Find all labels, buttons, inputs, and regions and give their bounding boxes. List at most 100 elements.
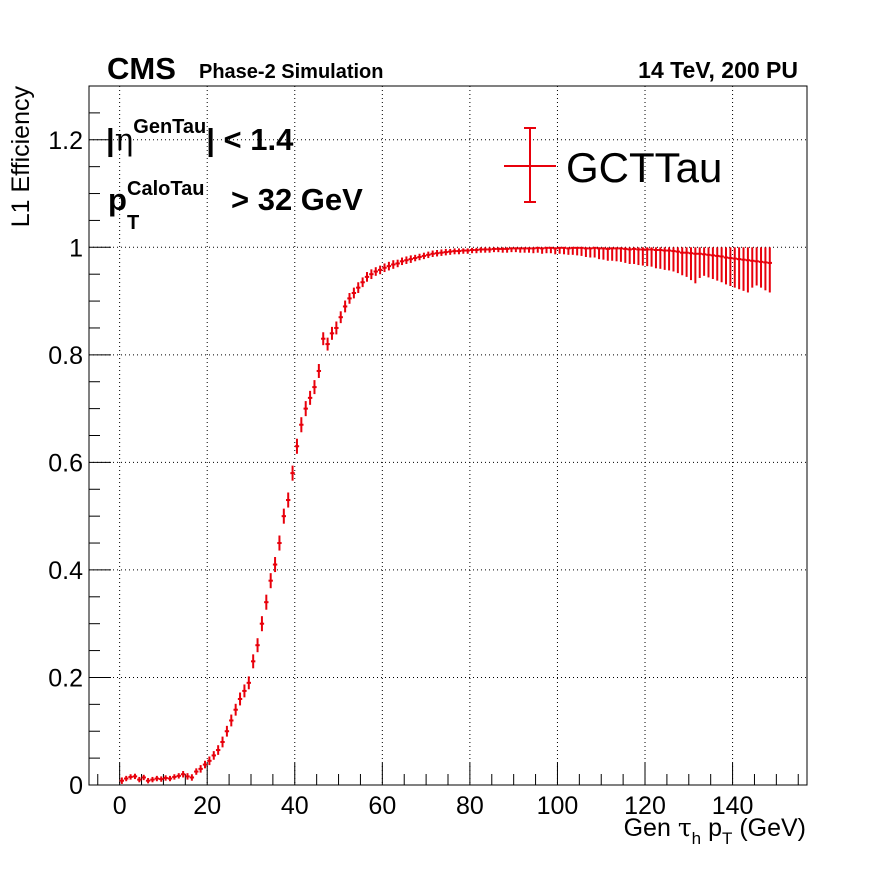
data-point [614,247,619,262]
y-tick-label: 1.2 [48,127,83,155]
data-point [277,535,282,551]
data-point [487,247,492,253]
data-point [132,773,138,780]
x-axis-label-h: h [692,829,701,848]
data-point [645,247,650,267]
data-point [465,248,470,254]
data-point [434,249,440,257]
data-point [469,247,475,254]
data-point [758,247,764,288]
data-point [325,337,330,351]
data-point [680,247,685,276]
tick-layer: 0 20 40 60 80 100 120 140 0 0.2 0.4 0.6 0.8 1 1.2 [48,85,799,820]
data-point [329,326,335,340]
data-point [557,246,562,254]
y-tick-label: 0.8 [48,342,83,370]
data-point [715,247,720,281]
data-point [483,247,488,253]
data-point [732,247,737,288]
data-point [697,247,702,278]
data-point [224,725,230,737]
data-point [137,776,142,783]
data-point [391,260,396,269]
data-point [198,765,203,773]
data-point [150,776,155,783]
data-point [194,768,199,775]
eta-cut-label: |ηGenTau| < 1.4 [106,116,294,158]
data-point [452,248,457,255]
data-point [386,261,392,271]
data-point [767,247,772,293]
eta-suffix: | < 1.4 [206,122,294,157]
data-point [583,247,589,257]
data-point [351,287,357,299]
data-point [154,775,160,782]
x-axis-label-unit: (GeV) [732,814,806,842]
x-tick-label: 0 [113,792,127,820]
data-layer [119,246,772,784]
data-point [474,247,479,254]
data-point [588,247,593,258]
data-point [180,771,186,778]
data-point [706,247,711,278]
x-axis-label-T: T [722,829,732,848]
data-point [259,616,265,632]
data-point [281,508,287,524]
x-tick-label: 60 [368,792,396,820]
x-tick-label: 100 [537,792,579,820]
data-point [658,247,663,269]
data-point [421,252,427,260]
pt-suffix: > 32 GeV [231,182,363,217]
eta-symbol: η [115,122,134,158]
data-point [338,311,343,324]
data-point [119,777,125,784]
data-point [312,380,317,395]
data-point [605,247,610,261]
data-point [303,401,308,417]
data-point [513,247,519,253]
y-tick-label: 0 [69,772,83,800]
data-point [728,247,733,287]
pt-cut-label: p CaloTau T > 32 GeV [108,178,363,234]
data-point [592,246,597,258]
svg-text:|ηGenTau| < 1.4: |ηGenTau| < 1.4 [106,116,294,158]
data-point [478,247,484,253]
legend: GCTTau [504,127,722,203]
data-point [623,247,628,263]
data-point [207,756,212,766]
data-point [675,247,681,274]
pt-superscript: CaloTau [127,178,204,200]
pt-subscript: T [127,212,139,234]
data-point [509,247,514,253]
pt-symbol: p [108,182,127,217]
data-point [299,417,304,433]
data-point [404,256,409,264]
data-point [671,247,676,272]
legend-marker [504,127,556,203]
data-point [364,272,370,282]
x-axis-label: Gen τh pT (GeV) [624,813,806,848]
data-point [290,465,295,481]
data-point [539,247,545,254]
data-point [408,255,413,263]
data-point [636,247,641,266]
data-point [693,247,698,284]
data-point [369,269,374,280]
data-point [574,246,580,256]
data-point [741,247,746,291]
data-point [176,773,181,779]
simulation-label: Phase-2 Simulation [199,61,384,83]
data-point [356,282,361,294]
data-point [316,363,322,378]
x-tick-label: 40 [281,792,309,820]
data-point [736,247,742,290]
data-point [395,259,400,268]
data-point [124,775,129,782]
grid-layer [89,86,807,786]
data-point [412,254,418,262]
data-point [754,247,759,286]
data-point [491,247,497,253]
data-point [145,778,151,784]
data-point [347,293,352,304]
